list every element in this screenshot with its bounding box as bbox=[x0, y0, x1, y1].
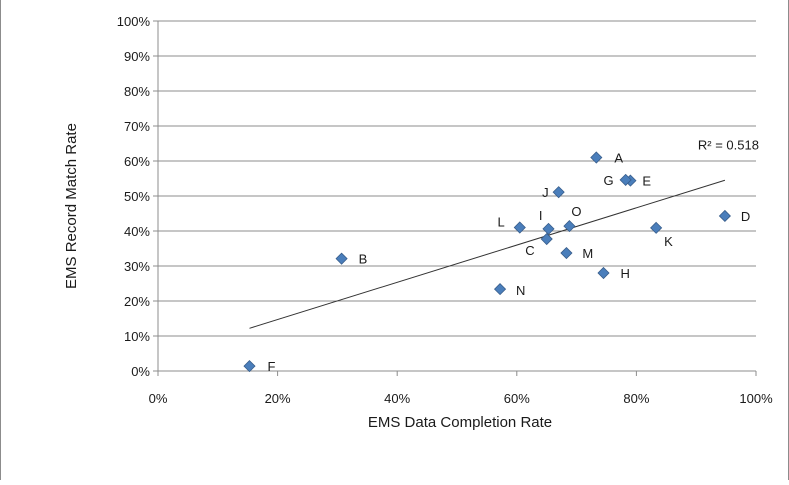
y-tick-label: 30% bbox=[124, 259, 150, 274]
gridlines bbox=[158, 20, 756, 337]
y-tick-label: 20% bbox=[124, 294, 150, 309]
data-points bbox=[243, 151, 731, 373]
data-point-l bbox=[513, 221, 526, 234]
point-label-g: G bbox=[604, 173, 614, 188]
point-label-n: N bbox=[516, 283, 525, 298]
data-point-j bbox=[552, 186, 565, 199]
point-label-a: A bbox=[614, 151, 623, 166]
point-label-d: D bbox=[741, 209, 750, 224]
point-label-h: H bbox=[621, 266, 630, 281]
x-axis-ticks: 0% 20% 40% 60% 80% 100% bbox=[149, 371, 773, 406]
data-point-n bbox=[493, 283, 507, 296]
x-tick-label: 100% bbox=[739, 391, 773, 406]
point-label-k: K bbox=[664, 234, 673, 249]
y-tick-label: 70% bbox=[124, 119, 150, 134]
data-point-labels: A B C D E F G H IJ K L M N O bbox=[267, 151, 750, 375]
point-label-i: I bbox=[539, 208, 543, 223]
point-label-j: J bbox=[542, 185, 549, 200]
x-tick-label: 60% bbox=[504, 391, 530, 406]
data-point-m bbox=[560, 246, 573, 260]
data-point-k bbox=[650, 221, 663, 234]
data-point-i bbox=[542, 222, 555, 235]
point-label-l: L bbox=[498, 215, 505, 230]
x-axis-title: EMS Data Completion Rate bbox=[368, 414, 552, 431]
point-label-m: M bbox=[582, 246, 593, 261]
y-tick-label: 80% bbox=[124, 84, 150, 99]
data-point-a bbox=[590, 151, 603, 164]
x-tick-label: 80% bbox=[623, 391, 649, 406]
point-label-o: O bbox=[571, 204, 581, 219]
point-label-f: F bbox=[267, 359, 275, 374]
y-tick-label: 0% bbox=[131, 364, 150, 379]
trendline bbox=[249, 179, 726, 329]
y-tick-label: 10% bbox=[124, 329, 150, 344]
data-point-b bbox=[335, 252, 348, 265]
data-point-c bbox=[540, 232, 553, 246]
data-point-o bbox=[563, 220, 576, 233]
data-point-h bbox=[597, 266, 610, 280]
data-point-f bbox=[243, 360, 256, 373]
r-squared-label: R² = 0.518 bbox=[698, 137, 759, 152]
x-tick-label: 20% bbox=[265, 391, 291, 406]
point-label-c: C bbox=[525, 243, 534, 258]
data-point-d bbox=[718, 209, 731, 223]
y-tick-label: 60% bbox=[124, 154, 150, 169]
point-label-e: E bbox=[642, 174, 651, 189]
y-axis-title: EMS Record Match Rate bbox=[63, 123, 80, 289]
point-label-b: B bbox=[359, 252, 368, 267]
y-tick-label: 40% bbox=[124, 224, 150, 239]
y-axis-ticks: 0% 10% 20% 30% 40% 50% 60% 70% 80% 90% 100% bbox=[117, 14, 158, 379]
x-tick-label: 40% bbox=[384, 391, 410, 406]
data-point-g bbox=[619, 173, 632, 186]
x-tick-label: 0% bbox=[149, 391, 168, 406]
y-tick-label: 100% bbox=[117, 14, 151, 29]
y-tick-label: 50% bbox=[124, 189, 150, 204]
y-tick-label: 90% bbox=[124, 49, 150, 64]
